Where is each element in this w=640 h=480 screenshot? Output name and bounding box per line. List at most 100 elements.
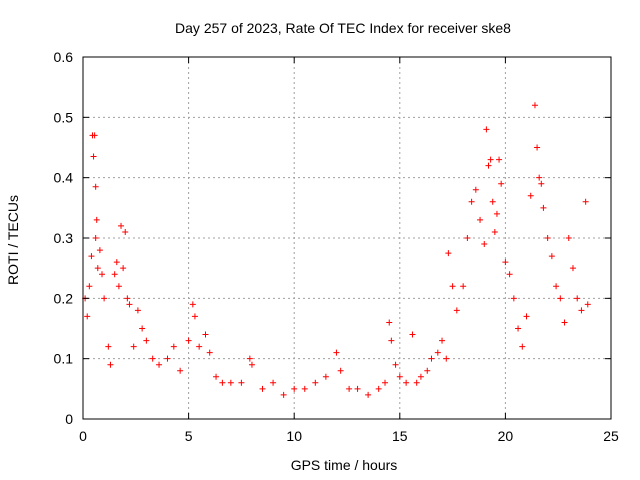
y-tick-label: 0.2 <box>54 290 74 306</box>
data-point <box>464 235 471 241</box>
data-point <box>90 153 97 160</box>
data-point <box>477 216 484 223</box>
data-point <box>164 355 171 362</box>
data-point <box>113 259 120 266</box>
data-point <box>527 192 534 199</box>
data-point <box>107 361 114 368</box>
data-point <box>270 379 277 386</box>
data-point <box>584 301 591 308</box>
data-point <box>534 144 541 151</box>
y-tick-label: 0 <box>65 411 73 427</box>
data-point <box>498 180 505 187</box>
data-point <box>337 367 344 374</box>
data-point <box>491 228 498 235</box>
data-point <box>382 379 389 386</box>
data-point <box>536 174 543 181</box>
data-point <box>413 379 420 386</box>
data-point <box>134 307 141 314</box>
data-point <box>213 373 220 380</box>
data-point <box>468 198 475 205</box>
y-tick-label: 0.3 <box>54 230 74 246</box>
data-point <box>403 379 410 386</box>
data-point <box>88 253 95 260</box>
data-point <box>346 385 353 392</box>
data-points <box>82 102 591 398</box>
data-point <box>312 379 319 386</box>
data-point <box>185 337 192 344</box>
data-point <box>388 337 395 344</box>
data-point <box>259 385 266 392</box>
data-point <box>445 250 452 257</box>
data-point <box>443 355 450 362</box>
data-point <box>322 373 329 380</box>
data-point <box>375 385 382 392</box>
data-point <box>156 361 163 368</box>
y-tick-label: 0.4 <box>54 170 74 186</box>
data-point <box>502 259 509 266</box>
data-point <box>238 379 245 386</box>
data-point <box>92 183 99 190</box>
x-tick-label: 15 <box>392 428 408 444</box>
data-point <box>496 156 503 163</box>
data-point <box>485 162 492 169</box>
data-point <box>565 235 572 241</box>
data-point <box>386 319 393 326</box>
data-point <box>219 379 226 386</box>
data-point <box>515 325 522 332</box>
data-point <box>139 325 146 332</box>
data-point <box>392 361 399 368</box>
data-point <box>177 367 184 374</box>
data-point <box>93 216 100 223</box>
data-point <box>548 253 555 260</box>
data-point <box>101 295 108 302</box>
data-point <box>118 222 125 229</box>
x-tick-label: 0 <box>79 428 87 444</box>
data-point <box>333 349 340 356</box>
x-tick-label: 25 <box>603 428 619 444</box>
data-point <box>86 283 93 290</box>
data-point <box>143 337 150 344</box>
data-point <box>94 265 101 272</box>
data-point <box>417 373 424 380</box>
data-point <box>124 295 131 302</box>
grid-lines <box>83 57 611 419</box>
data-point <box>96 247 103 254</box>
data-point <box>189 301 196 308</box>
data-point <box>561 319 568 326</box>
data-point <box>202 331 209 338</box>
data-point <box>493 210 500 217</box>
data-point <box>409 331 416 338</box>
data-point <box>582 198 589 205</box>
data-point <box>227 379 234 386</box>
data-point <box>540 204 547 211</box>
data-point <box>557 295 564 302</box>
data-point <box>428 355 435 362</box>
data-point <box>149 355 156 362</box>
data-point <box>449 283 456 290</box>
data-point <box>460 283 467 290</box>
data-point <box>424 367 431 374</box>
data-point <box>354 385 361 392</box>
data-point <box>84 313 91 320</box>
x-axis-label: GPS time / hours <box>291 457 398 473</box>
data-point <box>538 180 545 187</box>
data-point <box>523 313 530 320</box>
data-point <box>196 343 203 350</box>
data-point <box>574 295 581 302</box>
data-point <box>99 271 106 278</box>
x-tick-label: 5 <box>185 428 193 444</box>
x-tick-label: 20 <box>498 428 514 444</box>
axis-ticks: 0 5 10 15 20 25 0 0.1 0.2 0.3 0.4 0.5 0.6 <box>54 49 619 444</box>
data-point <box>481 241 488 248</box>
data-point <box>120 265 127 272</box>
y-tick-label: 0.6 <box>54 49 74 65</box>
data-point <box>92 235 99 241</box>
data-point <box>91 132 98 139</box>
data-point <box>291 385 298 392</box>
y-axis-label: ROTI / TECUs <box>5 195 21 285</box>
data-point <box>578 307 585 314</box>
y-tick-label: 0.5 <box>54 109 74 125</box>
data-point <box>170 343 177 350</box>
data-point <box>301 385 308 392</box>
